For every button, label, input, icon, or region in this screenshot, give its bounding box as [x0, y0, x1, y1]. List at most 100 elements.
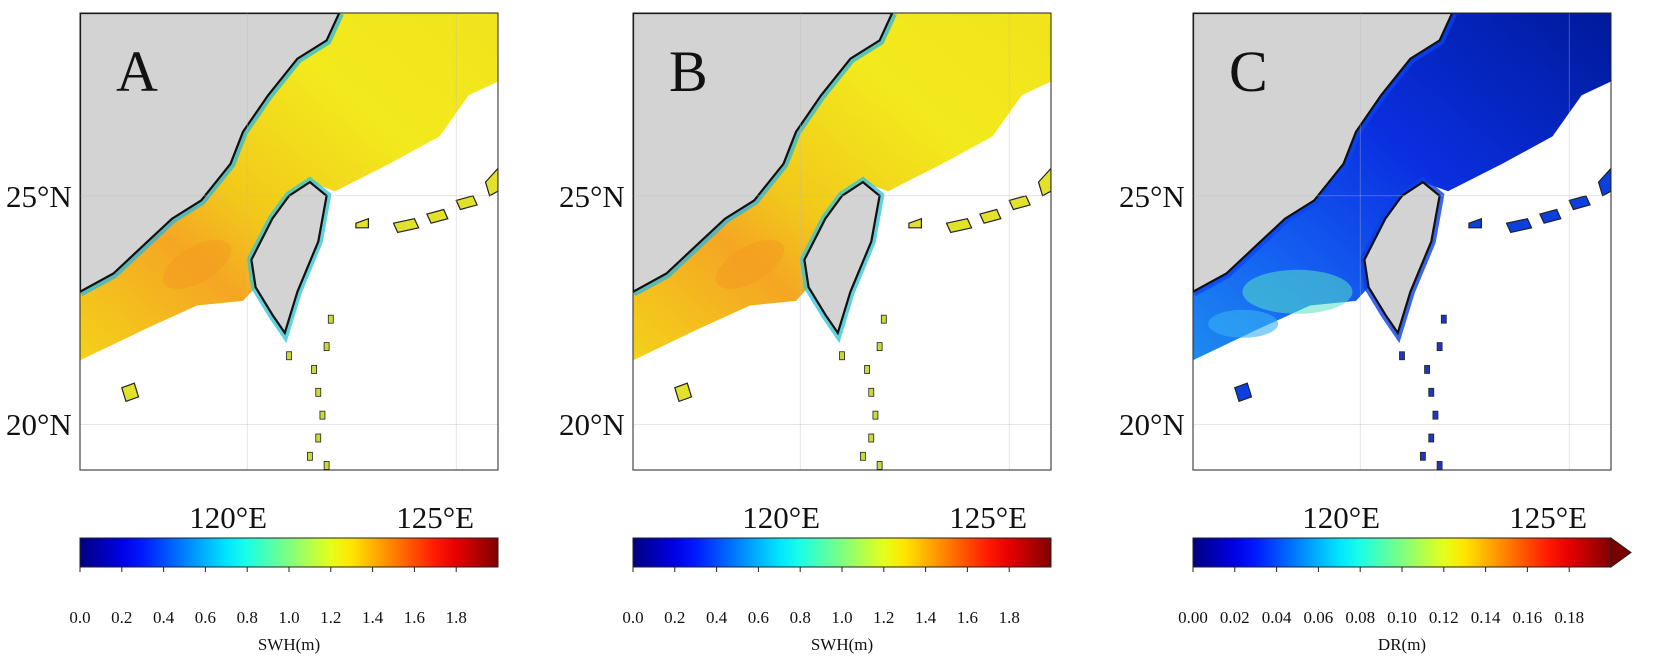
island-patch	[979, 208, 1002, 224]
lat-label-25n: 25°N	[6, 178, 72, 214]
island-patch	[908, 217, 922, 229]
map-figure	[632, 12, 1052, 572]
island-dot	[876, 461, 883, 470]
lon-label-120e: 120°E	[189, 500, 268, 535]
island-dot	[880, 314, 887, 324]
colorbar-tick-label: 0.4	[705, 608, 728, 627]
island-dot	[864, 365, 870, 374]
colorbar-tick-label: 1.8	[445, 608, 467, 627]
island-dot	[315, 387, 322, 397]
colorbar-tick-label: 0.4	[152, 608, 175, 627]
island-dot	[1436, 461, 1443, 470]
island-patch	[945, 218, 973, 234]
colorbar-tick-label: 0.10	[1387, 608, 1417, 627]
panel-letter: A	[116, 39, 158, 104]
mainland-land	[633, 13, 894, 294]
island-dot	[306, 451, 313, 461]
swh-peak	[162, 239, 232, 289]
island-dot	[872, 410, 879, 420]
colorbar-tick-label: 1.4	[361, 608, 384, 627]
colorbar	[79, 537, 499, 568]
lat-label-25n: 25°N	[1119, 178, 1185, 214]
map-figure	[79, 12, 499, 572]
panel-letter: C	[1229, 39, 1268, 104]
island-patch	[355, 217, 369, 229]
panel-b: 0.0 0.2 0.4 0.6 0.8 1.0 1.2 1.4 1.6 1.8 SWH(m) B 25°…	[553, 0, 1093, 661]
colorbar-tick-label: 0.12	[1428, 608, 1459, 627]
swh-peak	[715, 239, 785, 289]
island-patch	[1505, 218, 1533, 234]
colorbar-title: SWH(m)	[257, 635, 321, 654]
colorbar-tick-label: 0.8	[789, 608, 811, 627]
island-dot	[1428, 433, 1435, 443]
island-patch	[1008, 195, 1031, 211]
map-figure	[1192, 12, 1632, 572]
colorbar-extend-arrow	[1610, 537, 1632, 568]
colorbar-tick-label: 0.06	[1303, 608, 1334, 627]
colorbar-tick-label: 0.04	[1261, 608, 1292, 627]
colorbar-tick-label: 0.6	[747, 608, 770, 627]
lon-label-125e: 125°E	[1509, 500, 1588, 535]
colorbar-tick-label: 1.8	[998, 608, 1020, 627]
panel-letter: B	[669, 39, 708, 104]
lat-label-20n: 20°N	[559, 407, 625, 443]
island-patch	[1597, 167, 1611, 197]
map-frame	[1192, 12, 1612, 471]
colorbar-tick-label: 1.6	[956, 608, 979, 627]
mainland-land	[1193, 13, 1454, 294]
island-patch	[484, 167, 498, 197]
mainland-land	[80, 13, 341, 294]
island-dot	[1436, 342, 1443, 352]
island-dot	[319, 410, 326, 420]
island-dot	[323, 461, 330, 470]
island-patch	[455, 195, 478, 211]
colorbar-tick-label: 0.14	[1470, 608, 1501, 627]
island-dot	[1424, 365, 1430, 374]
map-frame	[79, 12, 499, 471]
lat-label-25n: 25°N	[559, 178, 625, 214]
lat-label-20n: 20°N	[6, 407, 72, 443]
lon-label-120e: 120°E	[742, 500, 821, 535]
colorbar-tick-label: 0.8	[236, 608, 258, 627]
colorbar-tick-label: 0.16	[1512, 608, 1543, 627]
island-dot	[315, 433, 322, 443]
colorbar-tick-label: 0.2	[664, 608, 686, 627]
island-dot	[1440, 314, 1447, 324]
panel-c: 0.00 0.02 0.04 0.06 0.08 0.10 0.12 0.14 0.16 0.18…	[1113, 0, 1653, 661]
lon-label-120e: 120°E	[1302, 500, 1381, 535]
colorbar-tick-label: 1.6	[403, 608, 426, 627]
island-dot	[876, 342, 883, 352]
colorbar-tick-label: 0.2	[111, 608, 133, 627]
island-patch	[1037, 167, 1051, 197]
island-dot	[327, 314, 334, 324]
island-patch	[674, 382, 693, 403]
colorbar-tick-label: 0.0	[69, 608, 91, 627]
taiwan-land	[803, 180, 881, 336]
island-dot	[839, 351, 845, 361]
island-patch	[1468, 217, 1482, 229]
island-patch	[392, 218, 420, 234]
island-dot	[311, 365, 317, 374]
panel-a: 0.0 0.2 0.4 0.6 0.8 1.0 1.2 1.4 1.6 1.8 SWH(m) A 25°…	[0, 0, 540, 661]
island-dot	[1432, 410, 1439, 420]
colorbar	[1192, 537, 1612, 568]
colorbar-tick-label: 0.18	[1554, 608, 1585, 627]
colorbar-title: SWH(m)	[810, 635, 874, 654]
map-frame	[632, 12, 1052, 471]
lon-label-125e: 125°E	[396, 500, 475, 535]
taiwan-land	[1363, 180, 1441, 336]
island-patch	[426, 208, 449, 224]
island-patch	[1234, 382, 1253, 403]
lon-label-125e: 125°E	[949, 500, 1028, 535]
colorbar-tick-label: 1.4	[914, 608, 937, 627]
dr-highlight	[1242, 269, 1353, 314]
colorbar-tick-label: 0.0	[622, 608, 644, 627]
island-dot	[868, 433, 875, 443]
island-patch	[1539, 208, 1562, 224]
colorbar-tick-label: 1.2	[873, 608, 895, 627]
colorbar-tick-label: 0.02	[1219, 608, 1250, 627]
colorbar-tick-label: 0.08	[1345, 608, 1376, 627]
island-dot	[1419, 451, 1426, 461]
taiwan-land	[250, 180, 328, 336]
island-patch	[121, 382, 140, 403]
